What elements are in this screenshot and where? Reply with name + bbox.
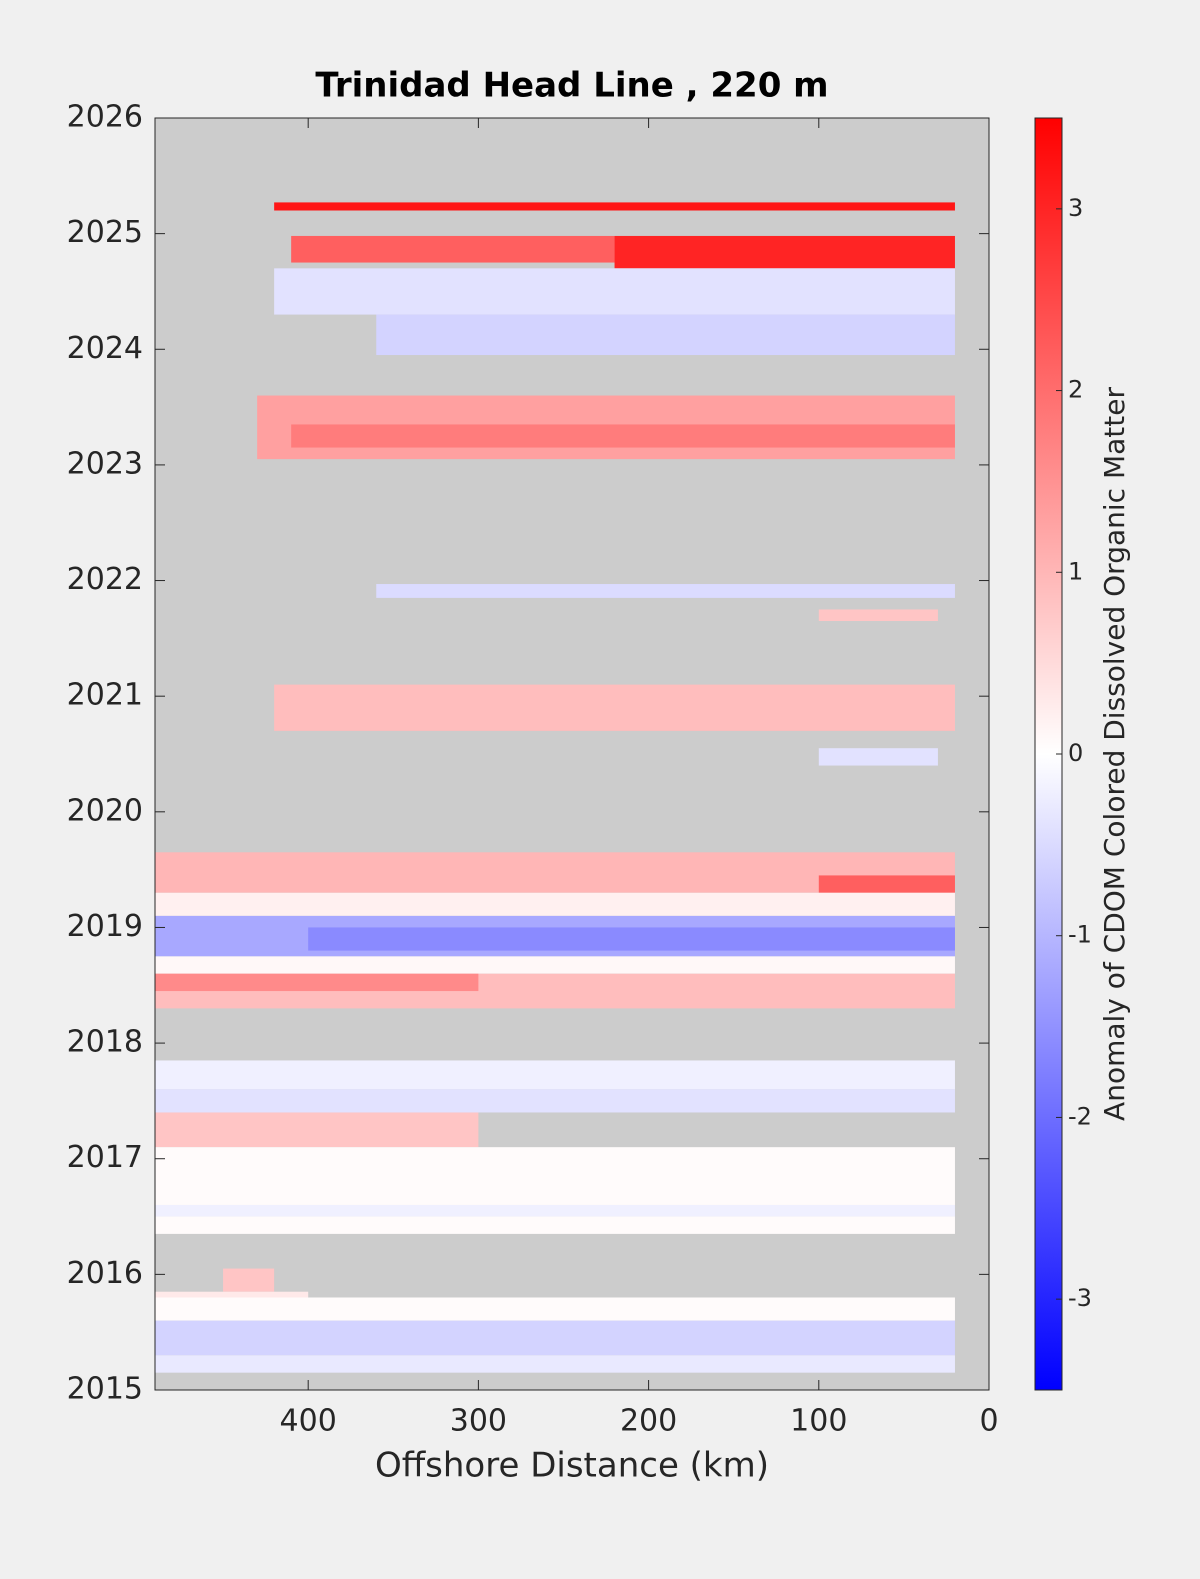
contour-patch	[155, 1089, 955, 1113]
contour-patch	[155, 1060, 955, 1090]
x-tick-label: 300	[450, 1404, 507, 1439]
contour-patch	[223, 1268, 275, 1292]
contour-patch	[818, 748, 938, 766]
contour-patch	[155, 1320, 955, 1356]
x-axis-label: Offshore Distance (km)	[375, 1446, 769, 1486]
y-tick-label: 2019	[67, 909, 143, 944]
y-tick-label: 2024	[67, 331, 143, 366]
y-tick-label: 2021	[67, 678, 143, 713]
contour-patch	[155, 1112, 479, 1148]
contour-patch	[376, 314, 955, 356]
contour-patch	[376, 584, 955, 598]
contour-patch	[155, 1204, 955, 1217]
y-tick-label: 2026	[67, 100, 143, 135]
y-tick-label: 2016	[67, 1256, 143, 1291]
x-tick-label: 200	[620, 1404, 677, 1439]
colorbar-tick-label: 2	[1068, 376, 1083, 404]
colorbar-tick-label: 1	[1068, 557, 1083, 585]
contour-patch	[291, 424, 955, 448]
y-tick-label: 2015	[67, 1372, 143, 1407]
plot-frame	[154, 117, 990, 1391]
x-tick-label: 400	[280, 1404, 337, 1439]
colorbar-tick-label: -2	[1068, 1102, 1092, 1130]
y-tick-label: 2017	[67, 1140, 143, 1175]
contour-patch	[818, 875, 955, 893]
x-tick-label: 0	[979, 1404, 998, 1439]
contour-patch	[155, 973, 479, 992]
chart-title: Trinidad Head Line , 220 m	[315, 66, 828, 106]
contour-patch	[155, 1297, 955, 1321]
contour-patch	[155, 1355, 955, 1373]
colorbar-tick-label: -3	[1068, 1284, 1092, 1312]
contour-patch	[614, 235, 955, 269]
colorbar-label: Anomaly of CDOM Colored Dissolved Organi…	[1098, 387, 1131, 1121]
y-tick-label: 2022	[67, 562, 143, 597]
colorbar-tick-label: 3	[1068, 194, 1083, 222]
y-tick-label: 2023	[67, 446, 143, 481]
x-tick-label: 100	[790, 1404, 847, 1439]
y-tick-label: 2018	[67, 1025, 143, 1060]
contour-patch	[818, 609, 938, 622]
y-tick-label: 2025	[67, 215, 143, 250]
contour-patch	[155, 1216, 955, 1234]
contour-patch	[155, 1147, 955, 1205]
contour-patch	[155, 956, 955, 974]
contour-patch	[274, 268, 955, 315]
contour-patch	[308, 927, 955, 951]
colorbar-tick-label: -1	[1068, 921, 1092, 949]
colorbar-tick-label: 0	[1068, 739, 1083, 767]
contour-patch	[274, 202, 955, 211]
contour-patch	[291, 235, 615, 263]
contour-patch	[274, 684, 955, 731]
contour-patch	[155, 892, 955, 916]
y-tick-label: 2020	[67, 793, 143, 828]
